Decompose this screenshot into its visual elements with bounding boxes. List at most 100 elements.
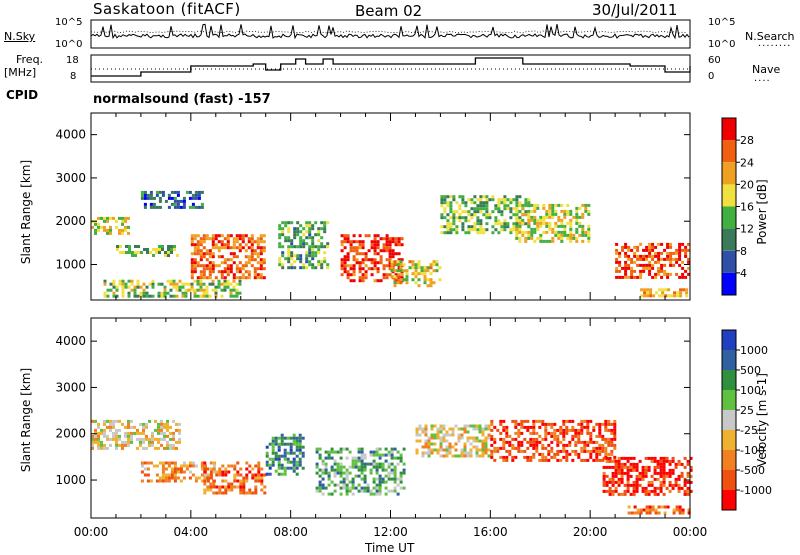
power-cell <box>311 254 315 258</box>
power-cell <box>143 190 147 194</box>
power-cell <box>169 288 173 292</box>
velocity-cell <box>626 471 630 475</box>
velocity-cell <box>236 479 240 483</box>
power-cell <box>654 275 658 279</box>
velocity-cell <box>647 489 651 493</box>
velocity-cell <box>387 453 391 457</box>
velocity-cell <box>602 480 606 484</box>
power-cell <box>560 209 564 213</box>
power-cell <box>182 199 186 203</box>
velocity-cell <box>390 462 394 466</box>
power-cell <box>323 251 327 255</box>
velocity-cell <box>357 468 361 472</box>
power-cell <box>566 203 570 207</box>
power-cell <box>305 266 309 270</box>
power-cell <box>575 209 579 213</box>
power-cell <box>124 282 128 286</box>
velocity-cell <box>242 488 246 492</box>
power-cell <box>214 264 218 268</box>
power-cell <box>199 279 203 283</box>
velocity-cell <box>339 465 343 469</box>
power-cell <box>624 242 628 246</box>
velocity-cell <box>571 449 575 453</box>
velocity-cell <box>617 459 621 463</box>
power-cell <box>645 266 649 270</box>
power-cell <box>521 212 525 216</box>
power-cell <box>391 237 395 241</box>
velocity-cell <box>203 482 207 486</box>
velocity-cell <box>662 459 666 463</box>
power-cell <box>172 294 176 298</box>
velocity-cell <box>499 446 503 450</box>
power-cell <box>323 230 327 234</box>
velocity-cell <box>263 485 267 489</box>
velocity-cell <box>620 462 624 466</box>
power-cell <box>161 193 165 197</box>
velocity-cell <box>602 471 606 475</box>
velocity-cell <box>577 428 581 432</box>
power-cell <box>527 224 531 228</box>
power-cell <box>435 269 439 273</box>
power-cell <box>253 252 257 256</box>
velocity-cell <box>390 471 394 475</box>
power-cell <box>109 228 112 232</box>
velocity-cell <box>163 446 166 450</box>
power-cell <box>624 272 628 276</box>
velocity-cell <box>94 428 97 432</box>
velocity-cell <box>514 446 518 450</box>
power-cell <box>557 215 561 219</box>
power-cell <box>184 288 188 292</box>
velocity-cell <box>445 454 449 458</box>
velocity-cell <box>427 451 431 455</box>
power-cell <box>259 240 263 244</box>
velocity-cell <box>674 480 678 484</box>
velocity-cell <box>268 463 272 467</box>
power-cell <box>194 205 198 209</box>
velocity-cell <box>133 425 136 429</box>
velocity-cell <box>271 436 275 440</box>
power-cell <box>256 252 260 256</box>
velocity-cell <box>629 483 633 487</box>
velocity-cell <box>565 443 569 447</box>
power-cell <box>581 227 585 231</box>
power-cell <box>262 267 266 271</box>
velocity-cell <box>100 440 103 444</box>
velocity-cell <box>427 454 431 458</box>
power-cell <box>223 237 227 241</box>
power-cell <box>287 230 291 234</box>
velocity-cell <box>178 422 181 426</box>
power-cell <box>323 224 327 228</box>
velocity-cell <box>274 451 278 455</box>
velocity-cell <box>399 456 403 460</box>
velocity-cell <box>647 456 651 460</box>
velocity-cell <box>393 447 397 451</box>
velocity-cell <box>562 437 566 441</box>
power-cell <box>340 264 344 268</box>
power-cell <box>663 263 667 267</box>
velocity-cell <box>427 448 431 452</box>
velocity-cell <box>562 428 566 432</box>
power-cell <box>361 276 365 280</box>
power-cell <box>349 243 353 247</box>
velocity-cell <box>292 463 296 467</box>
velocity-cell <box>644 489 648 493</box>
velocity-cell <box>263 473 267 477</box>
power-cell <box>479 198 483 202</box>
velocity-cell <box>157 428 160 432</box>
power-cell <box>518 218 522 222</box>
velocity-cell <box>200 479 204 483</box>
power-cell <box>226 267 230 271</box>
power-cell <box>618 260 622 264</box>
velocity-cell <box>127 440 130 444</box>
velocity-cell <box>611 471 615 475</box>
power-cell <box>247 261 251 265</box>
velocity-cell <box>378 477 382 481</box>
power-cell <box>253 273 257 277</box>
velocity-cell <box>532 428 536 432</box>
velocity-cell <box>330 447 334 451</box>
power-cell <box>308 263 312 267</box>
power-cell <box>584 233 588 237</box>
power-cell <box>518 204 522 208</box>
velocity-cell <box>251 491 255 495</box>
power-cell <box>452 210 456 214</box>
